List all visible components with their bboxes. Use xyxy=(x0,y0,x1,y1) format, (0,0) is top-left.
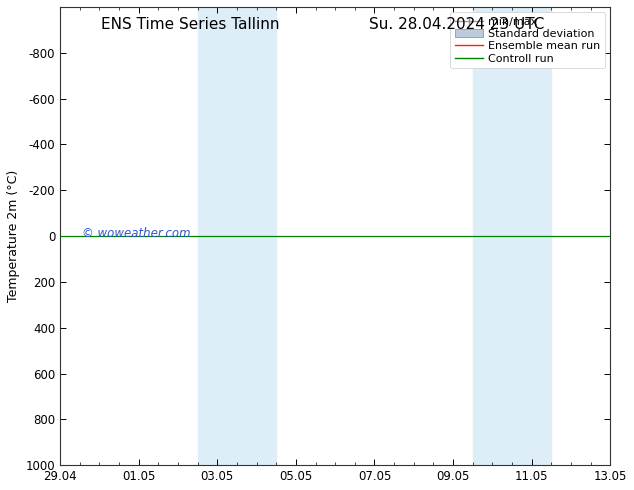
Text: © woweather.com: © woweather.com xyxy=(82,227,191,240)
Legend: min/max, Standard deviation, Ensemble mean run, Controll run: min/max, Standard deviation, Ensemble me… xyxy=(450,13,605,68)
Bar xyxy=(237,7,276,465)
Bar xyxy=(473,7,512,465)
Text: Su. 28.04.2024 23 UTC: Su. 28.04.2024 23 UTC xyxy=(369,17,544,32)
Bar xyxy=(512,7,552,465)
Y-axis label: Temperature 2m (°C): Temperature 2m (°C) xyxy=(7,170,20,302)
Text: ENS Time Series Tallinn: ENS Time Series Tallinn xyxy=(101,17,280,32)
Bar xyxy=(198,7,237,465)
